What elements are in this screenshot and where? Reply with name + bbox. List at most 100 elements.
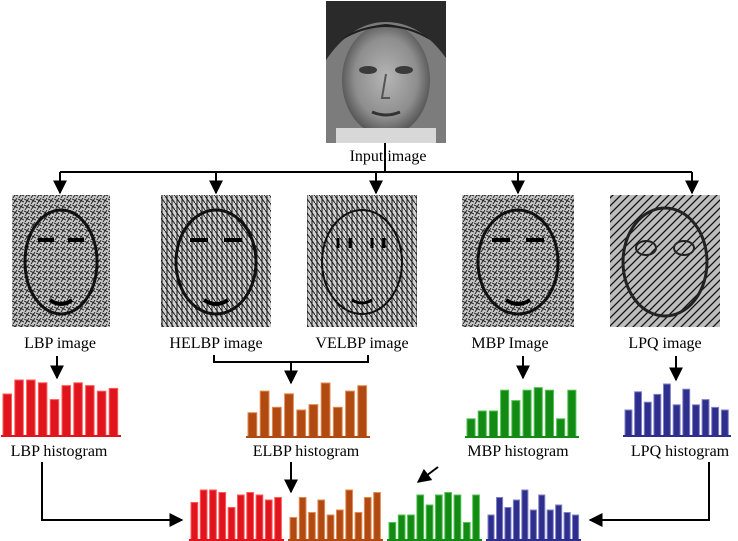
mbp-histogram-bar (416, 494, 425, 541)
concatenation-connectors (41, 462, 710, 527)
lbp-histogram-bar (73, 382, 83, 437)
elbp-histogram-label: ELBP histogram (253, 443, 360, 460)
elbp-histogram-bar (247, 412, 258, 438)
elbp-histogram-bar (363, 497, 372, 541)
lbp-histogram-bar (108, 387, 119, 437)
lbp-histogram-bar (190, 502, 199, 541)
elbp-histogram-bar (345, 390, 355, 438)
mbp-histogram-bar (462, 522, 471, 541)
lbp-histogram-bar (26, 379, 36, 437)
lbp-histogram-bar (218, 492, 227, 541)
lbp-histogram-bar (199, 489, 208, 541)
velbp-image-label: VELBP image (315, 335, 408, 352)
lpq-histogram-bar (711, 406, 720, 437)
input-image-label: Input image (350, 148, 427, 165)
mbp-histogram-bar (488, 410, 498, 438)
mbp-histogram-bar (533, 387, 543, 438)
lpq-histogram-bar (504, 507, 512, 541)
lpq-histogram-bar (624, 409, 633, 437)
lbp-histogram-bar (237, 494, 245, 541)
mbp-histogram-bar (522, 389, 532, 438)
elbp-histogram-bar (308, 404, 319, 438)
mbp-histogram-bar (500, 389, 510, 438)
elbp-histogram-bar (296, 409, 307, 438)
arrow-lpq-to-concat (588, 462, 710, 527)
velbp-texture-image (307, 195, 417, 327)
lpq-histogram-bar (701, 399, 710, 437)
mbp-histogram-bar (556, 418, 566, 438)
lbp-histogram-bar (274, 497, 282, 541)
lpq-histogram-bar (672, 404, 681, 437)
lbp-histogram-bar (14, 379, 24, 437)
elbp-histogram-bar (271, 406, 282, 438)
elbp-histogram-bar (357, 385, 368, 438)
elbp-histogram-bar (373, 492, 381, 541)
mbp-histogram-bar (567, 389, 577, 438)
elbp-histogram-bar (336, 509, 344, 541)
concatenated-histogram (189, 489, 581, 541)
lbp-histogram-bar (209, 489, 217, 541)
mbp-histogram-label: MBP histogram (467, 443, 569, 460)
mbp-histogram-bar (388, 522, 397, 541)
elbp-histogram-bar (298, 497, 307, 541)
lpq-histogram-bar (572, 514, 580, 541)
lpq-histogram-bar (529, 509, 537, 541)
lpq-histogram-bar (487, 514, 495, 541)
elbp-histogram-bar (284, 393, 294, 438)
lpq-histogram-bar (521, 489, 529, 541)
lbp-histogram-bar (85, 385, 95, 437)
lbp-histogram-bar (246, 492, 255, 541)
mbp-image-label: MBP Image (471, 335, 548, 352)
mbp-histogram (465, 387, 579, 438)
mbp-histogram-bar (453, 494, 462, 541)
image-to-histogram-connectors (50, 355, 683, 385)
lpq-histogram-bar (538, 494, 546, 541)
elbp-histogram (246, 382, 370, 438)
mbp-histogram-bar (435, 494, 443, 541)
lpq-histogram-label: LPQ histogram (631, 443, 730, 460)
mbp-histogram-bar (477, 410, 487, 438)
lbp-histogram-bar (37, 382, 48, 437)
lbp-histogram-bar (2, 393, 12, 437)
lpq-image-label: LPQ image (628, 335, 701, 352)
elbp-histogram-bar (320, 382, 331, 438)
elbp-histogram-bar (345, 489, 353, 541)
lpq-histogram-bar (653, 393, 662, 437)
lpq-histogram-bar (634, 391, 642, 437)
mbp-histogram-bar (544, 389, 555, 438)
lbp-histogram-bar (96, 390, 107, 437)
lbp-texture-image (12, 195, 110, 327)
lpq-histogram (623, 383, 731, 437)
lbp-histogram-bar (227, 507, 236, 541)
mbp-histogram-bar (425, 504, 434, 541)
elbp-histogram-bar (332, 406, 343, 438)
lpq-histogram-bar (563, 512, 571, 541)
lpq-histogram-bar (720, 409, 729, 437)
lbp-histogram-bar (61, 385, 71, 437)
lbp-histogram (1, 379, 121, 437)
elbp-histogram-bar (289, 517, 298, 541)
mbp-histogram-bar (407, 514, 415, 541)
lbp-histogram-label: LBP histogram (11, 443, 108, 460)
lbp-histogram-bar (255, 494, 264, 541)
elbp-histogram-bar (326, 514, 335, 541)
lbp-histogram-bar (264, 499, 273, 541)
lpq-histogram-bar (546, 509, 554, 541)
mbp-texture-image (462, 195, 574, 327)
lpq-histogram-bar (555, 504, 563, 541)
lpq-histogram-bar (512, 499, 521, 541)
elbp-histogram-bar (354, 512, 363, 541)
mbp-histogram-bar (472, 494, 480, 541)
lpq-histogram-bar (682, 388, 691, 437)
mbp-histogram-bar (511, 400, 521, 438)
lpq-histogram-bar (663, 383, 671, 437)
arrow-mbp-to-concat (416, 466, 439, 483)
mbp-histogram-bar (444, 492, 452, 541)
helbp-image-label: HELBP image (169, 335, 262, 352)
lpq-texture-image (610, 195, 720, 327)
lpq-histogram-bar (496, 497, 504, 541)
distribution-connectors (53, 143, 699, 195)
mbp-histogram-bar (397, 514, 406, 541)
arrow-lbp-to-concat (41, 462, 184, 527)
